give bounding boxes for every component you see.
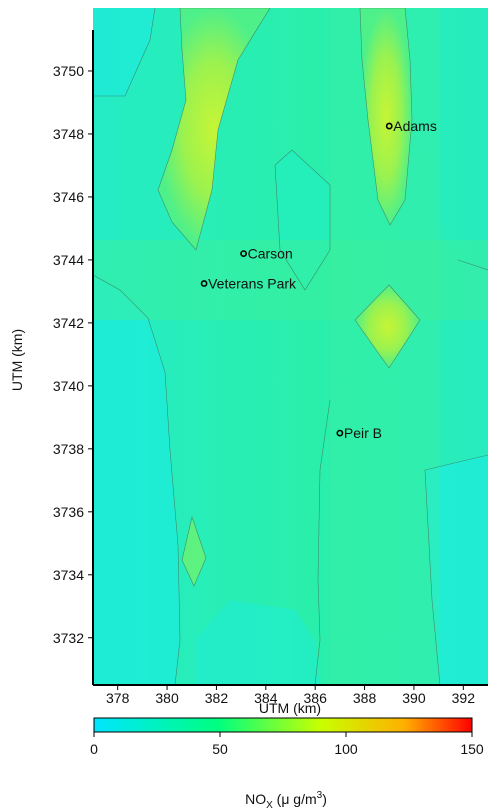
station-label: Veterans Park [208,276,297,292]
low-region [395,8,488,270]
station-label: Peir B [344,425,382,441]
y-tick-label: 3738 [53,441,84,457]
x-tick-label: 392 [452,690,476,706]
x-tick-label: 388 [353,690,377,706]
x-axis-label: UTM (km) [259,700,321,716]
y-tick-label: 3734 [53,567,84,583]
station-marker [200,280,208,287]
station-label: Adams [393,118,437,134]
x-tick-label: 378 [106,690,130,706]
station-label: Carson [248,246,293,262]
colorbar-tick-label: 150 [460,741,484,757]
y-axis-ticks: 3732 3734 3736 3738 3740 3742 3744 3746 3748 3750 [53,63,93,646]
y-tick-label: 3744 [53,252,84,268]
y-tick-label: 3740 [53,378,84,394]
station-marker [336,429,344,437]
x-axis-ticks: 378 380 382 384 386 388 390 392 [106,685,475,706]
low-region [93,8,155,96]
colorbar-tick-label: 100 [334,741,358,757]
hotspot [355,285,420,368]
y-tick-label: 3742 [53,315,84,331]
nox-concentration-field [93,8,488,685]
y-tick-label: 3748 [53,126,84,142]
hotspot [158,8,270,250]
colorbar-tick-label: 50 [212,741,228,757]
y-axis-label: UTM (km) [9,329,25,391]
low-region [93,275,180,685]
y-tick-label: 3732 [53,630,84,646]
low-region [195,600,320,685]
low-region [275,150,330,290]
y-tick-label: 3750 [53,63,84,79]
low-region [425,455,488,685]
colorbar [93,717,473,733]
x-tick-label: 386 [304,690,328,706]
station-marker [385,122,393,130]
y-tick-label: 3746 [53,189,84,205]
x-tick-label: 380 [155,690,179,706]
station-markers: Adams Carson Veterans Park Peir B [200,118,437,441]
x-tick-label: 384 [254,690,278,706]
station-marker [240,250,247,258]
x-tick-label: 382 [205,690,229,706]
y-tick-label: 3736 [53,504,84,520]
colorbar-tick-label: 0 [90,741,98,757]
colorbar-ticks: 0 50 100 150 [90,732,484,757]
hotspot [360,8,412,225]
x-tick-label: 390 [402,690,426,706]
colorbar-label: NOX (μ g/m3) [245,790,327,810]
